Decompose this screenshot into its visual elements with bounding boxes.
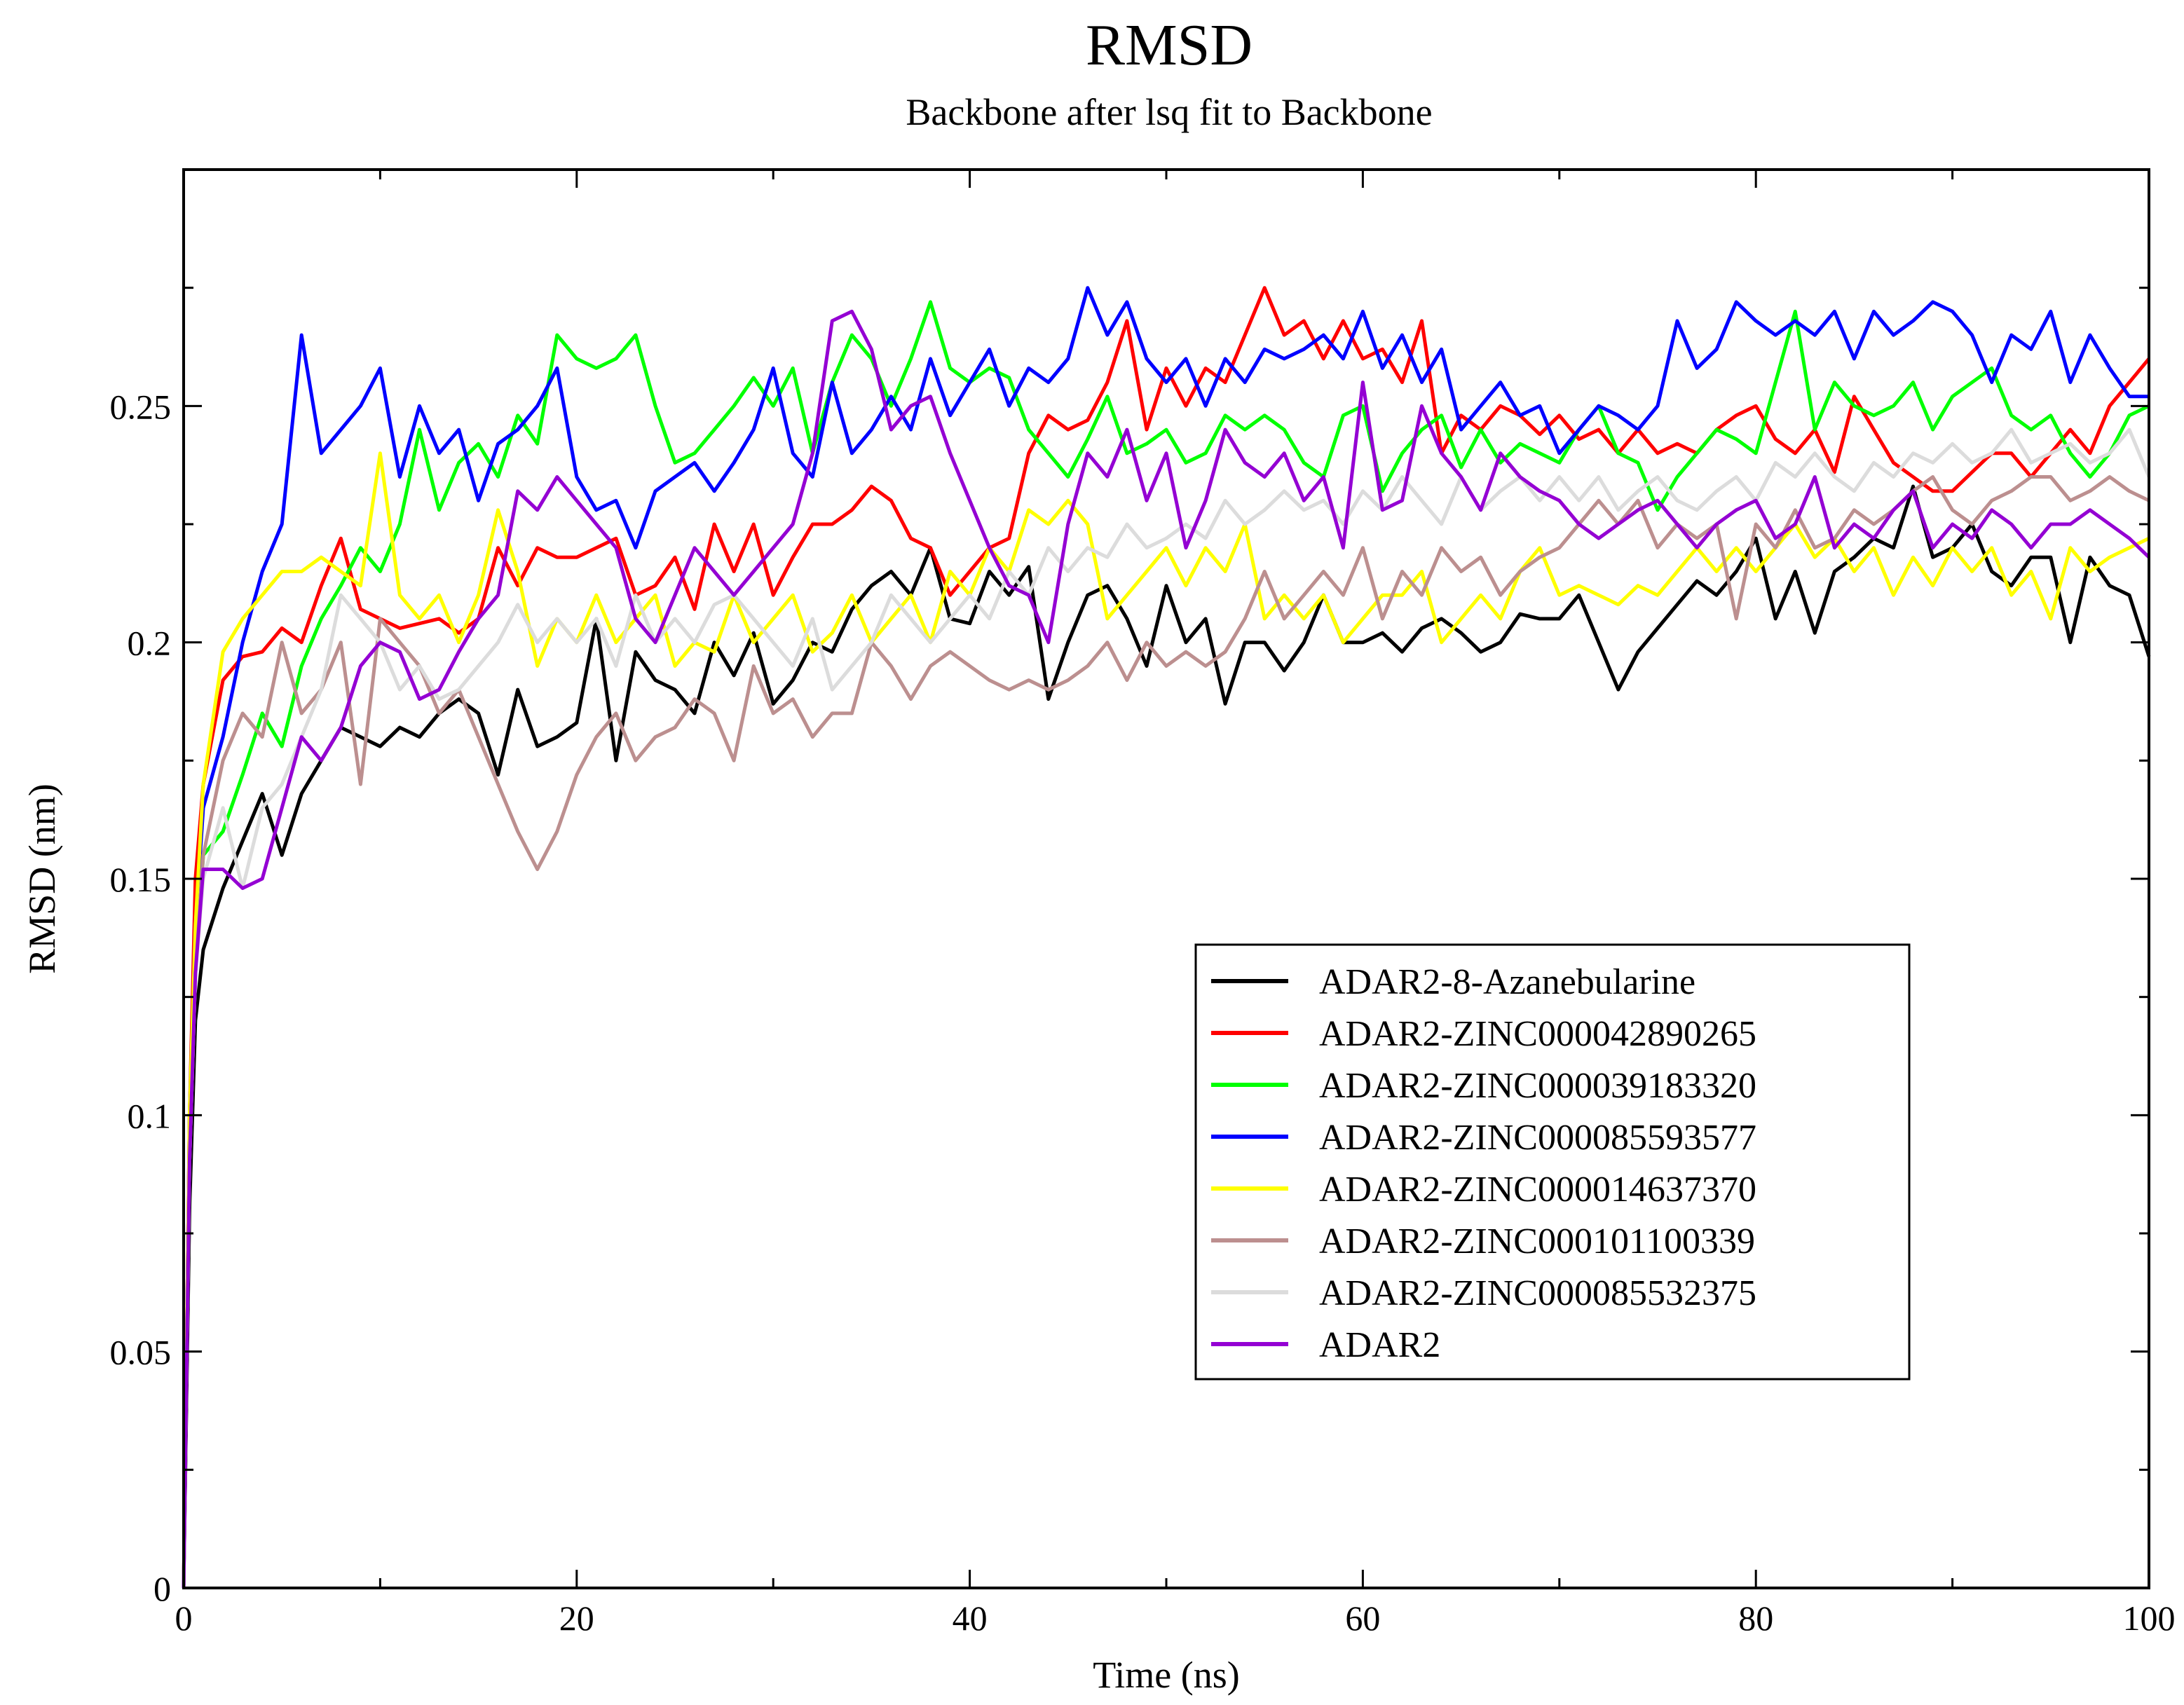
legend-label: ADAR2-ZINC000085593577 [1319,1118,1756,1158]
legend-entries: ADAR2-8-Azanebularine ADAR2-ZINC000042890… [1211,962,1756,1365]
x-tick-labels: 0 20 40 60 80 100 [175,1598,2176,1638]
chart-subtitle: Backbone after lsq fit to Backbone [906,91,1432,133]
y-tick-labels: 0 0.05 0.1 0.15 0.2 0.25 [110,387,172,1608]
x-tick-label: 40 [953,1598,988,1638]
chart-title: RMSD [1086,13,1253,78]
legend-box [1194,943,1911,1381]
series-line-6 [182,475,2150,1589]
x-tick-label: 60 [1345,1598,1380,1638]
series-group [182,286,2151,1589]
axis-ticks [182,170,2150,1589]
y-tick-label: 0.05 [110,1333,172,1372]
legend-label: ADAR2-ZINC000014637370 [1319,1170,1756,1210]
y-axis-label: RMSD (nm) [21,783,63,974]
legend-label: ADAR2-ZINC000039183320 [1319,1066,1756,1106]
legend-label: ADAR2-ZINC000042890265 [1319,1014,1756,1054]
series-line-4 [182,286,2149,1589]
x-axis-label: Time (ns) [1093,1654,1240,1696]
y-tick-label: 0 [153,1569,171,1608]
y-tick-label: 0.2 [128,624,172,663]
legend-label: ADAR2 [1319,1325,1440,1365]
x-tick-label: 0 [175,1598,193,1638]
plot-frame [182,168,2150,1589]
series-line-8 [182,309,2150,1589]
series-line-1 [182,484,2151,1589]
series-line-7 [182,427,2151,1589]
y-tick-label: 0.15 [110,860,172,899]
y-tick-label: 0.25 [110,387,172,426]
legend: ADAR2-8-Azanebularine ADAR2-ZINC000042890… [1194,943,1911,1381]
legend-label: ADAR2-ZINC000085532375 [1319,1273,1756,1313]
legend-label: ADAR2-ZINC000101100339 [1319,1221,1755,1261]
y-tick-label: 0.1 [128,1096,172,1135]
x-tick-label: 80 [1738,1598,1773,1638]
x-tick-label: 100 [2123,1598,2176,1638]
legend-label: ADAR2-8-Azanebularine [1319,962,1695,1002]
series-line-5 [182,451,2150,1589]
series-line-3 [182,300,2150,1589]
x-tick-label: 20 [559,1598,594,1638]
